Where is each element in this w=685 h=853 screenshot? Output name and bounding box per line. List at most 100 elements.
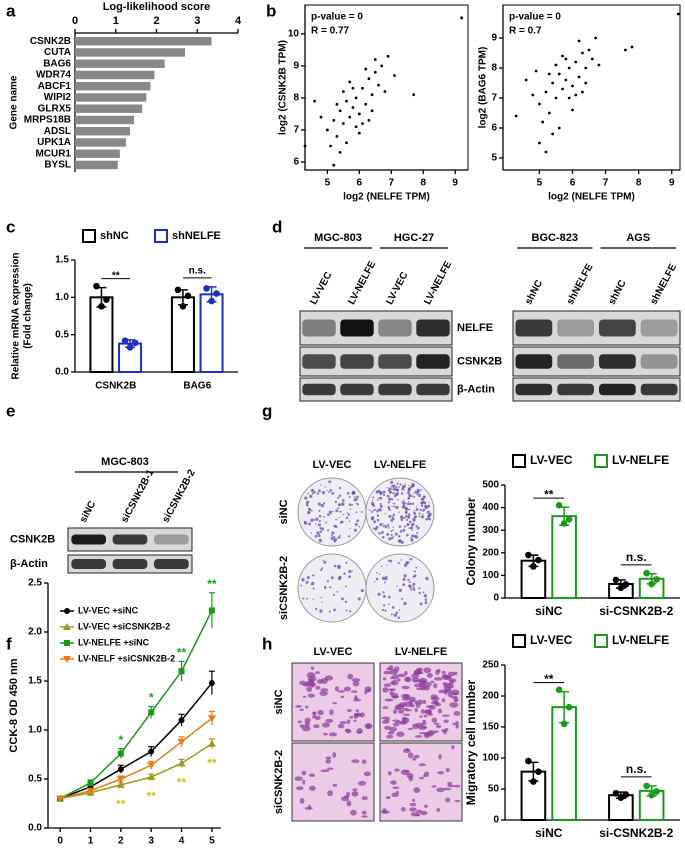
colony <box>321 490 326 495</box>
colony <box>426 518 429 521</box>
x-tick-label: 6 <box>570 178 576 189</box>
cell <box>364 690 368 695</box>
cell <box>339 721 348 724</box>
point <box>531 93 535 97</box>
replicate-dot <box>653 788 660 795</box>
cell <box>422 719 427 723</box>
cell <box>387 731 395 735</box>
cell <box>389 726 397 732</box>
colony <box>317 502 321 506</box>
marker <box>178 668 185 675</box>
colony <box>381 578 384 580</box>
colony <box>418 515 421 518</box>
colony <box>338 503 341 506</box>
y-axis-label: Colony number <box>464 497 478 585</box>
colony <box>376 518 380 522</box>
cell <box>340 695 345 699</box>
colony <box>328 610 331 613</box>
colony <box>337 576 342 581</box>
colony <box>402 528 406 532</box>
y-tick-label: ADSL <box>44 126 71 137</box>
cell <box>361 815 368 818</box>
y-tick-label: 200 <box>482 691 499 702</box>
replicate-dot <box>525 757 532 765</box>
y-axis-label: Gene name <box>9 75 20 129</box>
annotation: * <box>119 733 124 747</box>
y-tick-label: 7 <box>491 93 497 104</box>
series-line <box>59 717 213 800</box>
band <box>378 383 412 396</box>
cell <box>420 810 428 816</box>
colony <box>302 597 305 600</box>
replicate-dot <box>535 768 542 775</box>
colony <box>351 570 353 572</box>
replicate-dot <box>208 297 215 305</box>
point <box>341 122 345 125</box>
point <box>537 141 541 145</box>
marker <box>117 750 124 757</box>
cell <box>390 780 397 785</box>
cell <box>437 668 441 673</box>
point <box>574 93 578 97</box>
annotation: ** <box>177 646 187 660</box>
bar <box>75 104 143 113</box>
cell <box>320 677 328 684</box>
colony <box>406 535 408 537</box>
x-tick-label: 0 <box>57 836 63 847</box>
cell <box>412 723 419 730</box>
point <box>676 12 680 16</box>
marker <box>207 715 216 723</box>
colony <box>414 515 417 519</box>
colony <box>418 493 421 495</box>
significance: ** <box>544 672 554 686</box>
colony <box>388 527 390 529</box>
colony <box>317 534 321 538</box>
colony <box>387 523 390 526</box>
colony <box>425 576 429 580</box>
cell <box>441 729 446 733</box>
colony <box>403 601 407 606</box>
colony <box>413 519 416 522</box>
cell <box>441 698 446 703</box>
colony <box>342 513 344 516</box>
colony <box>408 527 411 530</box>
colony <box>415 566 418 569</box>
cell <box>430 694 438 700</box>
colony <box>328 491 330 493</box>
colony <box>381 608 384 612</box>
x-tick-label: 6 <box>357 178 363 189</box>
band <box>112 534 148 545</box>
replicate-dot <box>648 580 655 588</box>
band <box>302 319 336 337</box>
x-axis-label: Days <box>121 852 147 853</box>
colony <box>307 511 311 515</box>
colony <box>397 539 401 543</box>
colony <box>384 513 387 515</box>
marker <box>148 748 155 755</box>
x-tick-label: si-CSNK2B-2 <box>599 604 673 618</box>
colony <box>348 495 351 498</box>
colony <box>409 495 411 498</box>
series-line <box>59 610 213 800</box>
band <box>340 383 374 396</box>
colony <box>312 587 315 590</box>
point <box>557 72 561 76</box>
legend-label: LV-NELFE +siNC <box>78 637 150 647</box>
colony <box>426 510 430 514</box>
point <box>597 63 601 67</box>
band <box>515 354 553 369</box>
colony <box>351 503 354 506</box>
cell <box>353 698 362 702</box>
cell <box>454 671 458 676</box>
colony <box>382 493 386 497</box>
colony <box>401 485 405 489</box>
y-tick-label: 6 <box>491 123 497 134</box>
cell <box>320 688 329 692</box>
colony <box>401 505 405 509</box>
cell <box>447 781 453 786</box>
colony <box>334 525 338 529</box>
colony <box>396 585 399 587</box>
cell <box>402 713 411 716</box>
cell <box>353 719 357 723</box>
